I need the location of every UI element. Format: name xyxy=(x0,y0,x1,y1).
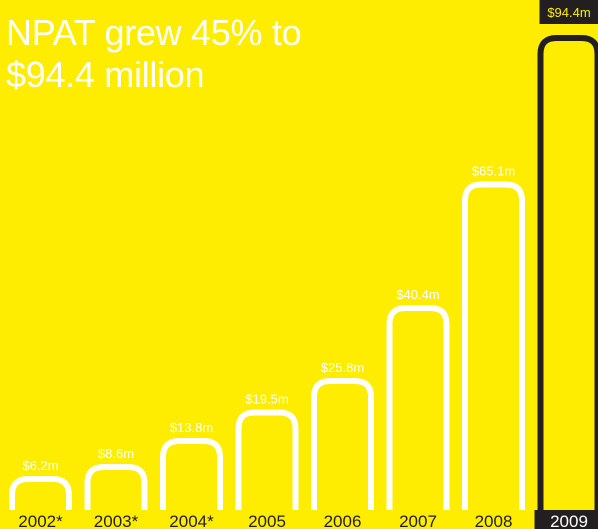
bar-2005 xyxy=(235,409,299,510)
value-label-2006: $25.8m xyxy=(321,360,364,375)
bar-2009 xyxy=(537,35,598,510)
category-label-2007: 2007 xyxy=(399,512,437,529)
bar-2004 xyxy=(160,438,223,510)
category-label-2004: 2004* xyxy=(169,512,214,529)
chart-title: NPAT grew 45% to $94.4 million xyxy=(6,12,302,96)
category-label-2003: 2003* xyxy=(94,512,139,529)
title-line-2: $94.4 million xyxy=(6,54,205,95)
bar-2006 xyxy=(311,378,374,510)
value-label-highlight-bg xyxy=(539,0,598,24)
value-label-2009: $94.4m xyxy=(539,0,598,24)
value-label-2003*: $8.6m xyxy=(98,446,134,461)
category-label-2008: 2008 xyxy=(475,512,513,529)
category-label-2005: 2005 xyxy=(248,512,286,529)
value-label-2002*: $6.2m xyxy=(22,458,58,473)
category-label-2006: 2006 xyxy=(324,512,362,529)
title-line-1: NPAT grew 45% to xyxy=(6,12,302,53)
value-label-2005: $19.5m xyxy=(245,392,288,407)
value-label-2007: $40.4m xyxy=(396,287,439,302)
bar-2002 xyxy=(9,476,72,510)
value-label-2008: $65.1m xyxy=(472,164,515,179)
category-label-highlight-bg xyxy=(534,510,598,529)
bar-2007 xyxy=(386,305,450,510)
category-label-2002: 2002* xyxy=(18,512,63,529)
bar-2008 xyxy=(462,181,525,510)
value-label-2004*: $13.8m xyxy=(170,420,213,435)
category-label-2009: 2009 xyxy=(550,512,588,529)
bar-2003 xyxy=(84,464,148,510)
value-label-text: $94.4m xyxy=(547,5,590,20)
